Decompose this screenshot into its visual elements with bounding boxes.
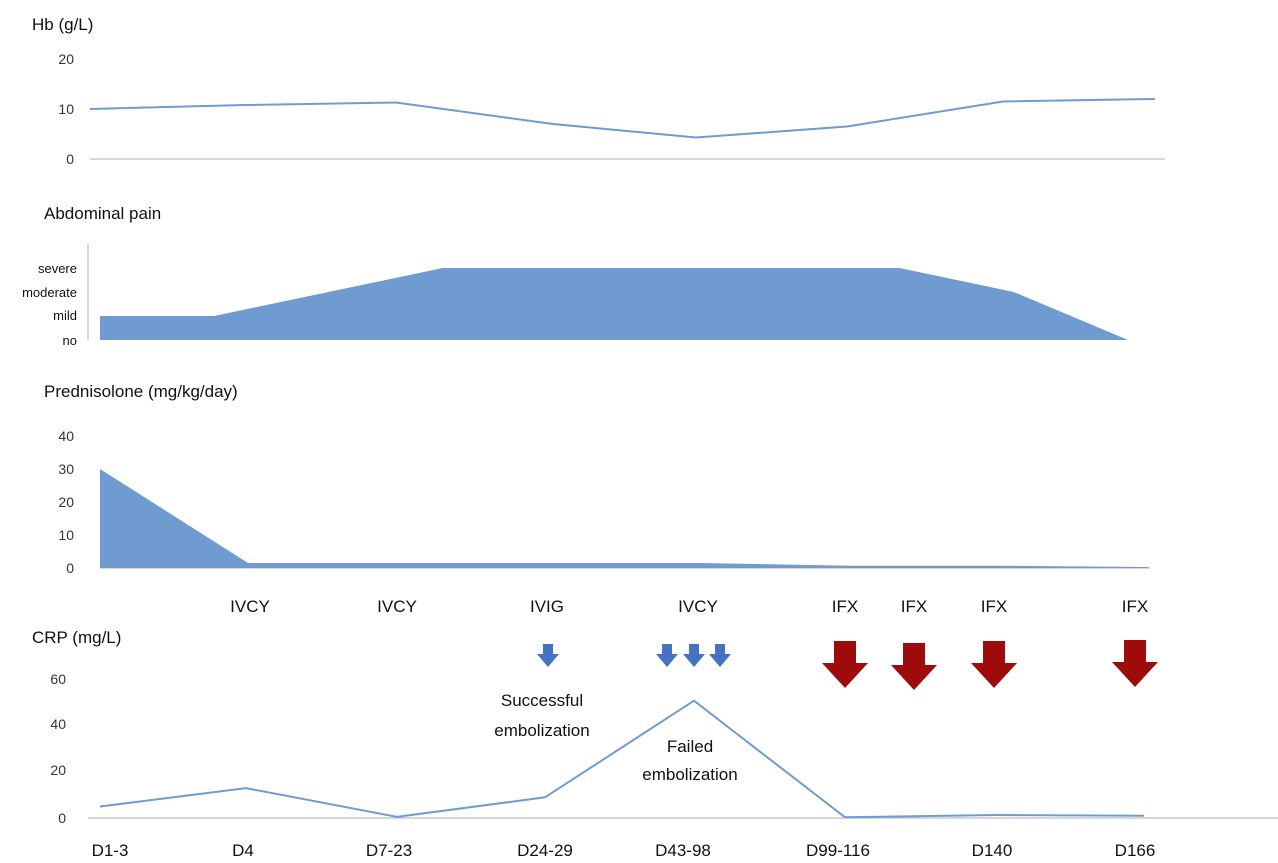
hb-series-line (89, 98, 1156, 139)
blue-arrow-icon (683, 644, 705, 667)
event-label-7: IFX (981, 597, 1007, 616)
pred-ytick-10: 10 (58, 527, 74, 543)
red-arrow-icon (891, 643, 937, 690)
pred-ytick-20: 20 (58, 494, 74, 510)
red-arrows (822, 640, 1158, 690)
x-label-8: D166 (1115, 841, 1156, 860)
pain-panel: Abdominal pain no mild moderate severe (22, 204, 1128, 348)
red-arrow-icon (822, 641, 868, 688)
event-label-6: IFX (901, 597, 927, 616)
pred-ytick-40: 40 (58, 428, 74, 444)
event-label-5: IFX (832, 597, 858, 616)
hb-ytick-10: 10 (58, 101, 74, 117)
failed-annotation-line1: Failed (667, 737, 713, 756)
x-label-5: D43-98 (655, 841, 711, 860)
hb-panel: Hb (g/L) 0 10 20 (32, 15, 1165, 167)
pred-area (100, 469, 1148, 568)
crp-ytick-20: 20 (50, 762, 66, 778)
hb-ytick-20: 20 (58, 51, 74, 67)
blue-arrow-icon (537, 644, 559, 667)
successful-annotation-line1: Successful (501, 691, 583, 710)
x-label-1: D1-3 (92, 841, 129, 860)
pain-ytick-severe: severe (38, 261, 77, 276)
pain-ytick-mild: mild (53, 308, 77, 323)
pain-ytick-no: no (63, 333, 77, 348)
pred-panel: Prednisolone (mg/kg/day) 0 10 20 30 40 (44, 382, 1150, 576)
x-label-7: D140 (972, 841, 1013, 860)
red-arrow-icon (971, 641, 1017, 688)
event-label-2: IVCY (377, 597, 417, 616)
event-label-3: IVIG (530, 597, 564, 616)
x-axis-labels: D1-3 D4 D7-23 D24-29 D43-98 D99-116 D140… (92, 841, 1156, 860)
event-label-1: IVCY (230, 597, 270, 616)
event-label-8: IFX (1122, 597, 1148, 616)
blue-arrow-icon (656, 644, 678, 667)
event-label-4: IVCY (678, 597, 718, 616)
blue-arrow-icon (709, 644, 731, 667)
x-label-2: D4 (232, 841, 254, 860)
red-arrow-icon (1112, 640, 1158, 687)
crp-ytick-40: 40 (50, 716, 66, 732)
pred-title: Prednisolone (mg/kg/day) (44, 382, 238, 401)
pred-ytick-0: 0 (66, 560, 74, 576)
x-label-4: D24-29 (517, 841, 573, 860)
failed-annotation-line2: embolization (642, 765, 737, 784)
hb-ytick-0: 0 (66, 151, 74, 167)
hb-title: Hb (g/L) (32, 15, 93, 34)
crp-ytick-0: 0 (58, 810, 66, 826)
treatment-events: IVCY IVCY IVIG IVCY IFX IFX IFX IFX (230, 597, 1148, 616)
crp-ytick-60: 60 (50, 671, 66, 687)
pain-area (100, 268, 1128, 340)
crp-panel: CRP (mg/L) 0 20 40 60 Successful emboliz… (32, 628, 1278, 826)
blue-arrows (537, 644, 731, 667)
pred-ytick-30: 30 (58, 461, 74, 477)
pain-ytick-moderate: moderate (22, 285, 77, 300)
pain-title: Abdominal pain (44, 204, 161, 223)
crp-title: CRP (mg/L) (32, 628, 121, 647)
crp-series-line (99, 699, 1145, 819)
x-label-6: D99-116 (806, 841, 870, 860)
successful-annotation-line2: embolization (494, 721, 589, 740)
x-label-3: D7-23 (366, 841, 412, 860)
